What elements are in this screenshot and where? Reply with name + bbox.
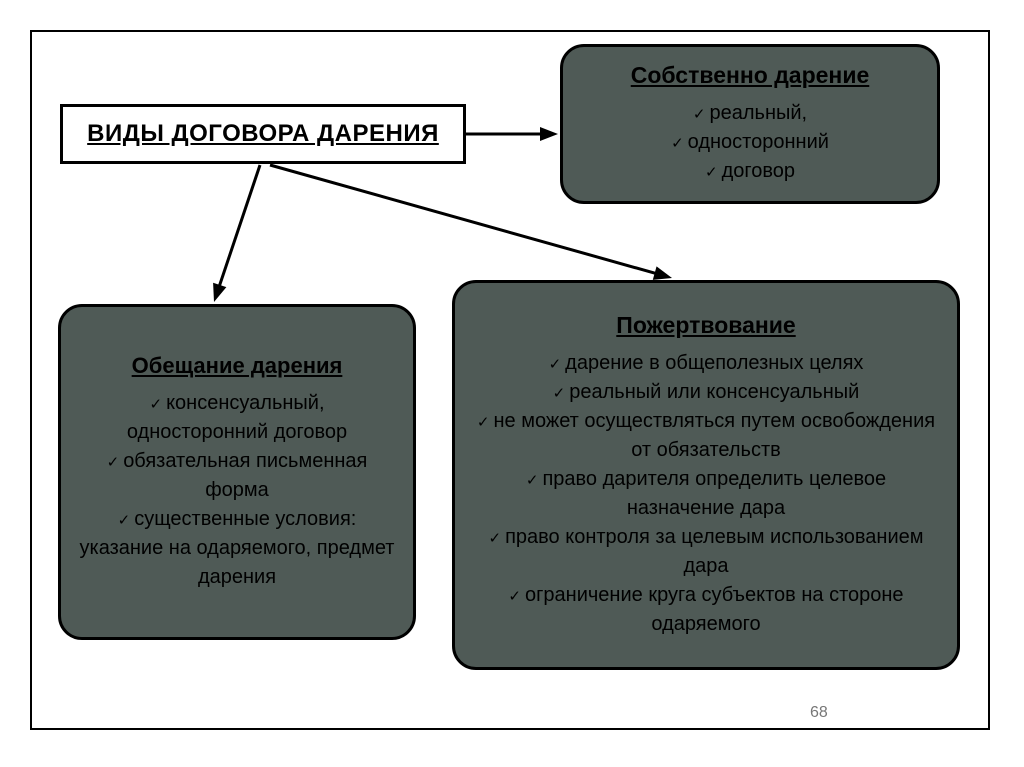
node-title: Обещание дарения xyxy=(132,353,343,379)
title-box: ВИДЫ ДОГОВОРА ДАРЕНИЯ xyxy=(60,104,466,164)
node-item: дарение в общеполезных целях xyxy=(473,349,939,378)
node-item: существенные условия: указание на одаряе… xyxy=(79,505,395,592)
node-own-donation: Собственно дарение реальный,односторонни… xyxy=(560,44,940,204)
node-item: односторонний xyxy=(671,128,829,157)
node-promise-donation: Обещание дарения консенсуальный, односто… xyxy=(58,304,416,640)
page-number: 68 xyxy=(810,704,828,722)
node-items: дарение в общеполезных целяхреальный или… xyxy=(473,349,939,639)
node-item: не может осуществляться путем освобожден… xyxy=(473,407,939,465)
node-title: Пожертвование xyxy=(616,312,795,339)
node-item: право дарителя определить целевое назнач… xyxy=(473,465,939,523)
node-items: консенсуальный, односторонний договоробя… xyxy=(79,389,395,592)
node-item: обязательная письменная форма xyxy=(79,447,395,505)
node-item: договор xyxy=(671,157,829,186)
node-item: реальный или консенсуальный xyxy=(473,378,939,407)
node-title: Собственно дарение xyxy=(631,62,870,89)
diagram-title: ВИДЫ ДОГОВОРА ДАРЕНИЯ xyxy=(87,120,439,148)
node-item: реальный, xyxy=(671,99,829,128)
node-charity-donation: Пожертвование дарение в общеполезных цел… xyxy=(452,280,960,670)
node-items: реальный,одностороннийдоговор xyxy=(671,99,829,186)
node-item: ограничение круга субъектов на стороне о… xyxy=(473,581,939,639)
node-item: право контроля за целевым использованием… xyxy=(473,523,939,581)
node-item: консенсуальный, односторонний договор xyxy=(79,389,395,447)
